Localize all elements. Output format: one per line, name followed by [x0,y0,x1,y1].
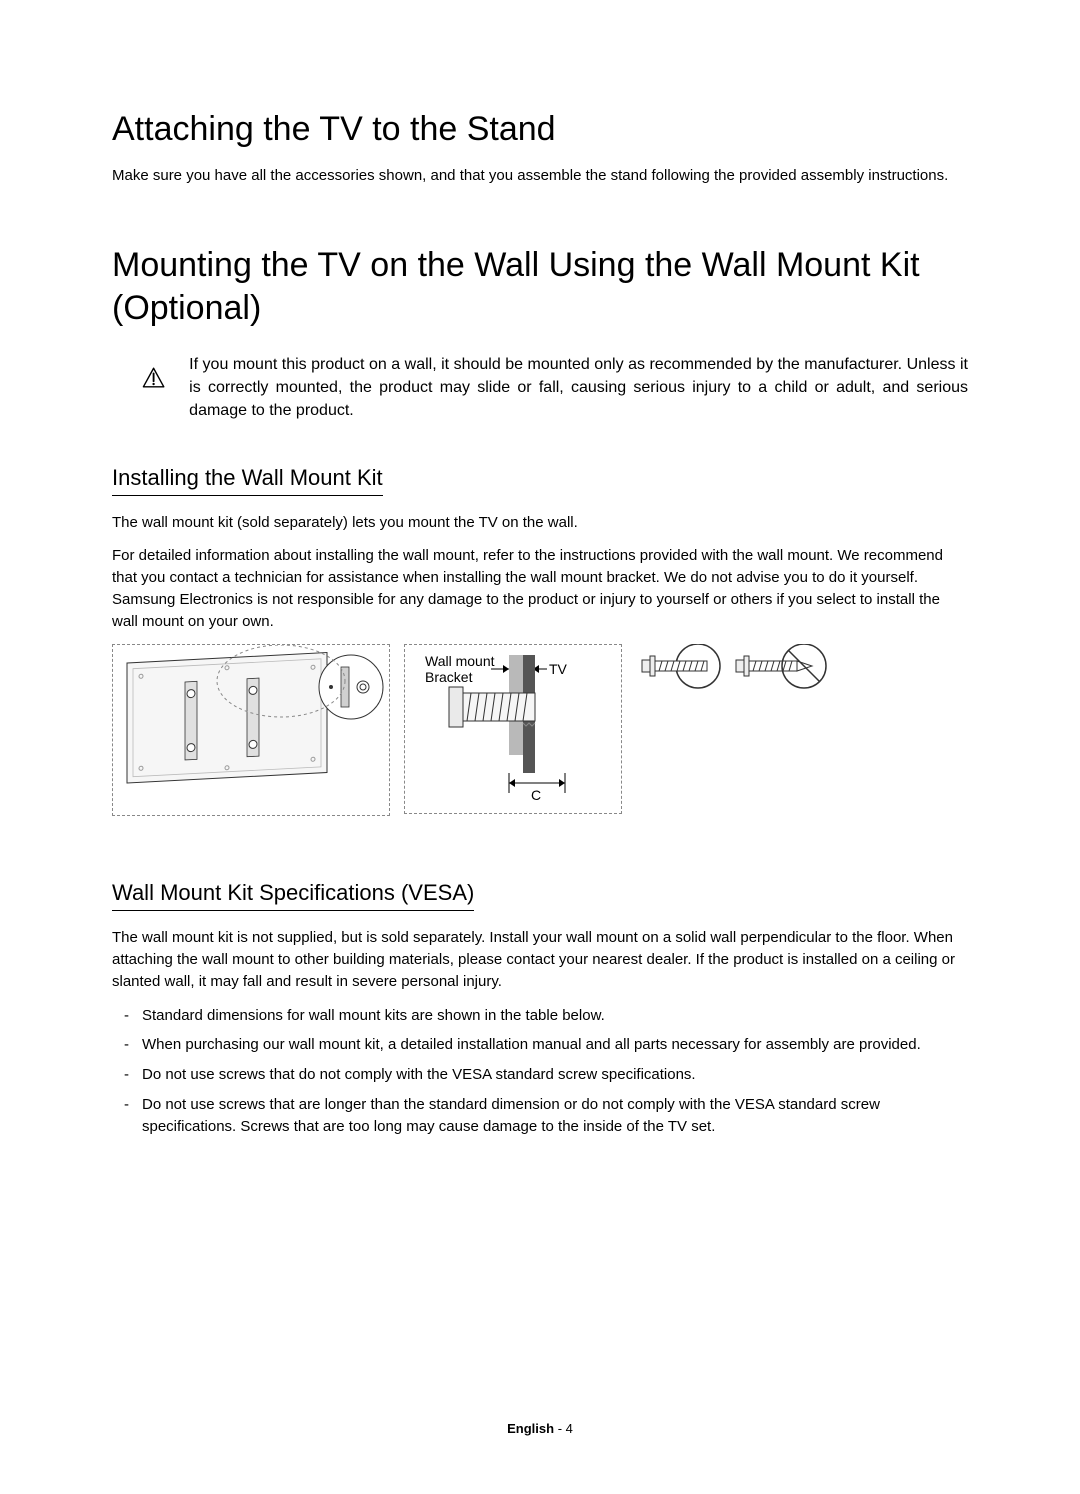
list-item: When purchasing our wall mount kit, a de… [124,1034,968,1056]
list-item: Standard dimensions for wall mount kits … [124,1005,968,1027]
install-heading: Installing the Wall Mount Kit [112,465,383,496]
section1-intro: Make sure you have all the accessories s… [112,165,968,186]
section2-title: Mounting the TV on the Wall Using the Wa… [112,244,968,329]
vesa-heading: Wall Mount Kit Specifications (VESA) [112,880,474,911]
label-tv: TV [549,661,567,677]
vesa-bullet-list: Standard dimensions for wall mount kits … [112,1005,968,1138]
warning-block: If you mount this product on a wall, it … [142,353,968,423]
vesa-p1: The wall mount kit is not supplied, but … [112,927,968,992]
diagram-row: Wall mount Bracket TV C [112,644,968,816]
page-footer: English - 4 [0,1421,1080,1436]
footer-page-number: 4 [566,1421,573,1436]
warning-text: If you mount this product on a wall, it … [189,353,968,423]
diagram-tv-rear [112,644,390,816]
diagram-screw-ok-ng [636,644,826,694]
install-p1: The wall mount kit (sold separately) let… [112,512,968,534]
warning-icon [142,353,165,403]
install-p2: For detailed information about installin… [112,545,968,632]
diagram-bracket-detail: Wall mount Bracket TV C [404,644,622,814]
footer-language: English [507,1421,554,1436]
footer-sep: - [554,1421,566,1436]
section1-title: Attaching the TV to the Stand [112,110,968,149]
list-item: Do not use screws that do not comply wit… [124,1064,968,1086]
list-item: Do not use screws that are longer than t… [124,1094,968,1138]
label-wall-mount-bracket: Wall mount Bracket [425,653,505,685]
label-c: C [531,787,541,803]
